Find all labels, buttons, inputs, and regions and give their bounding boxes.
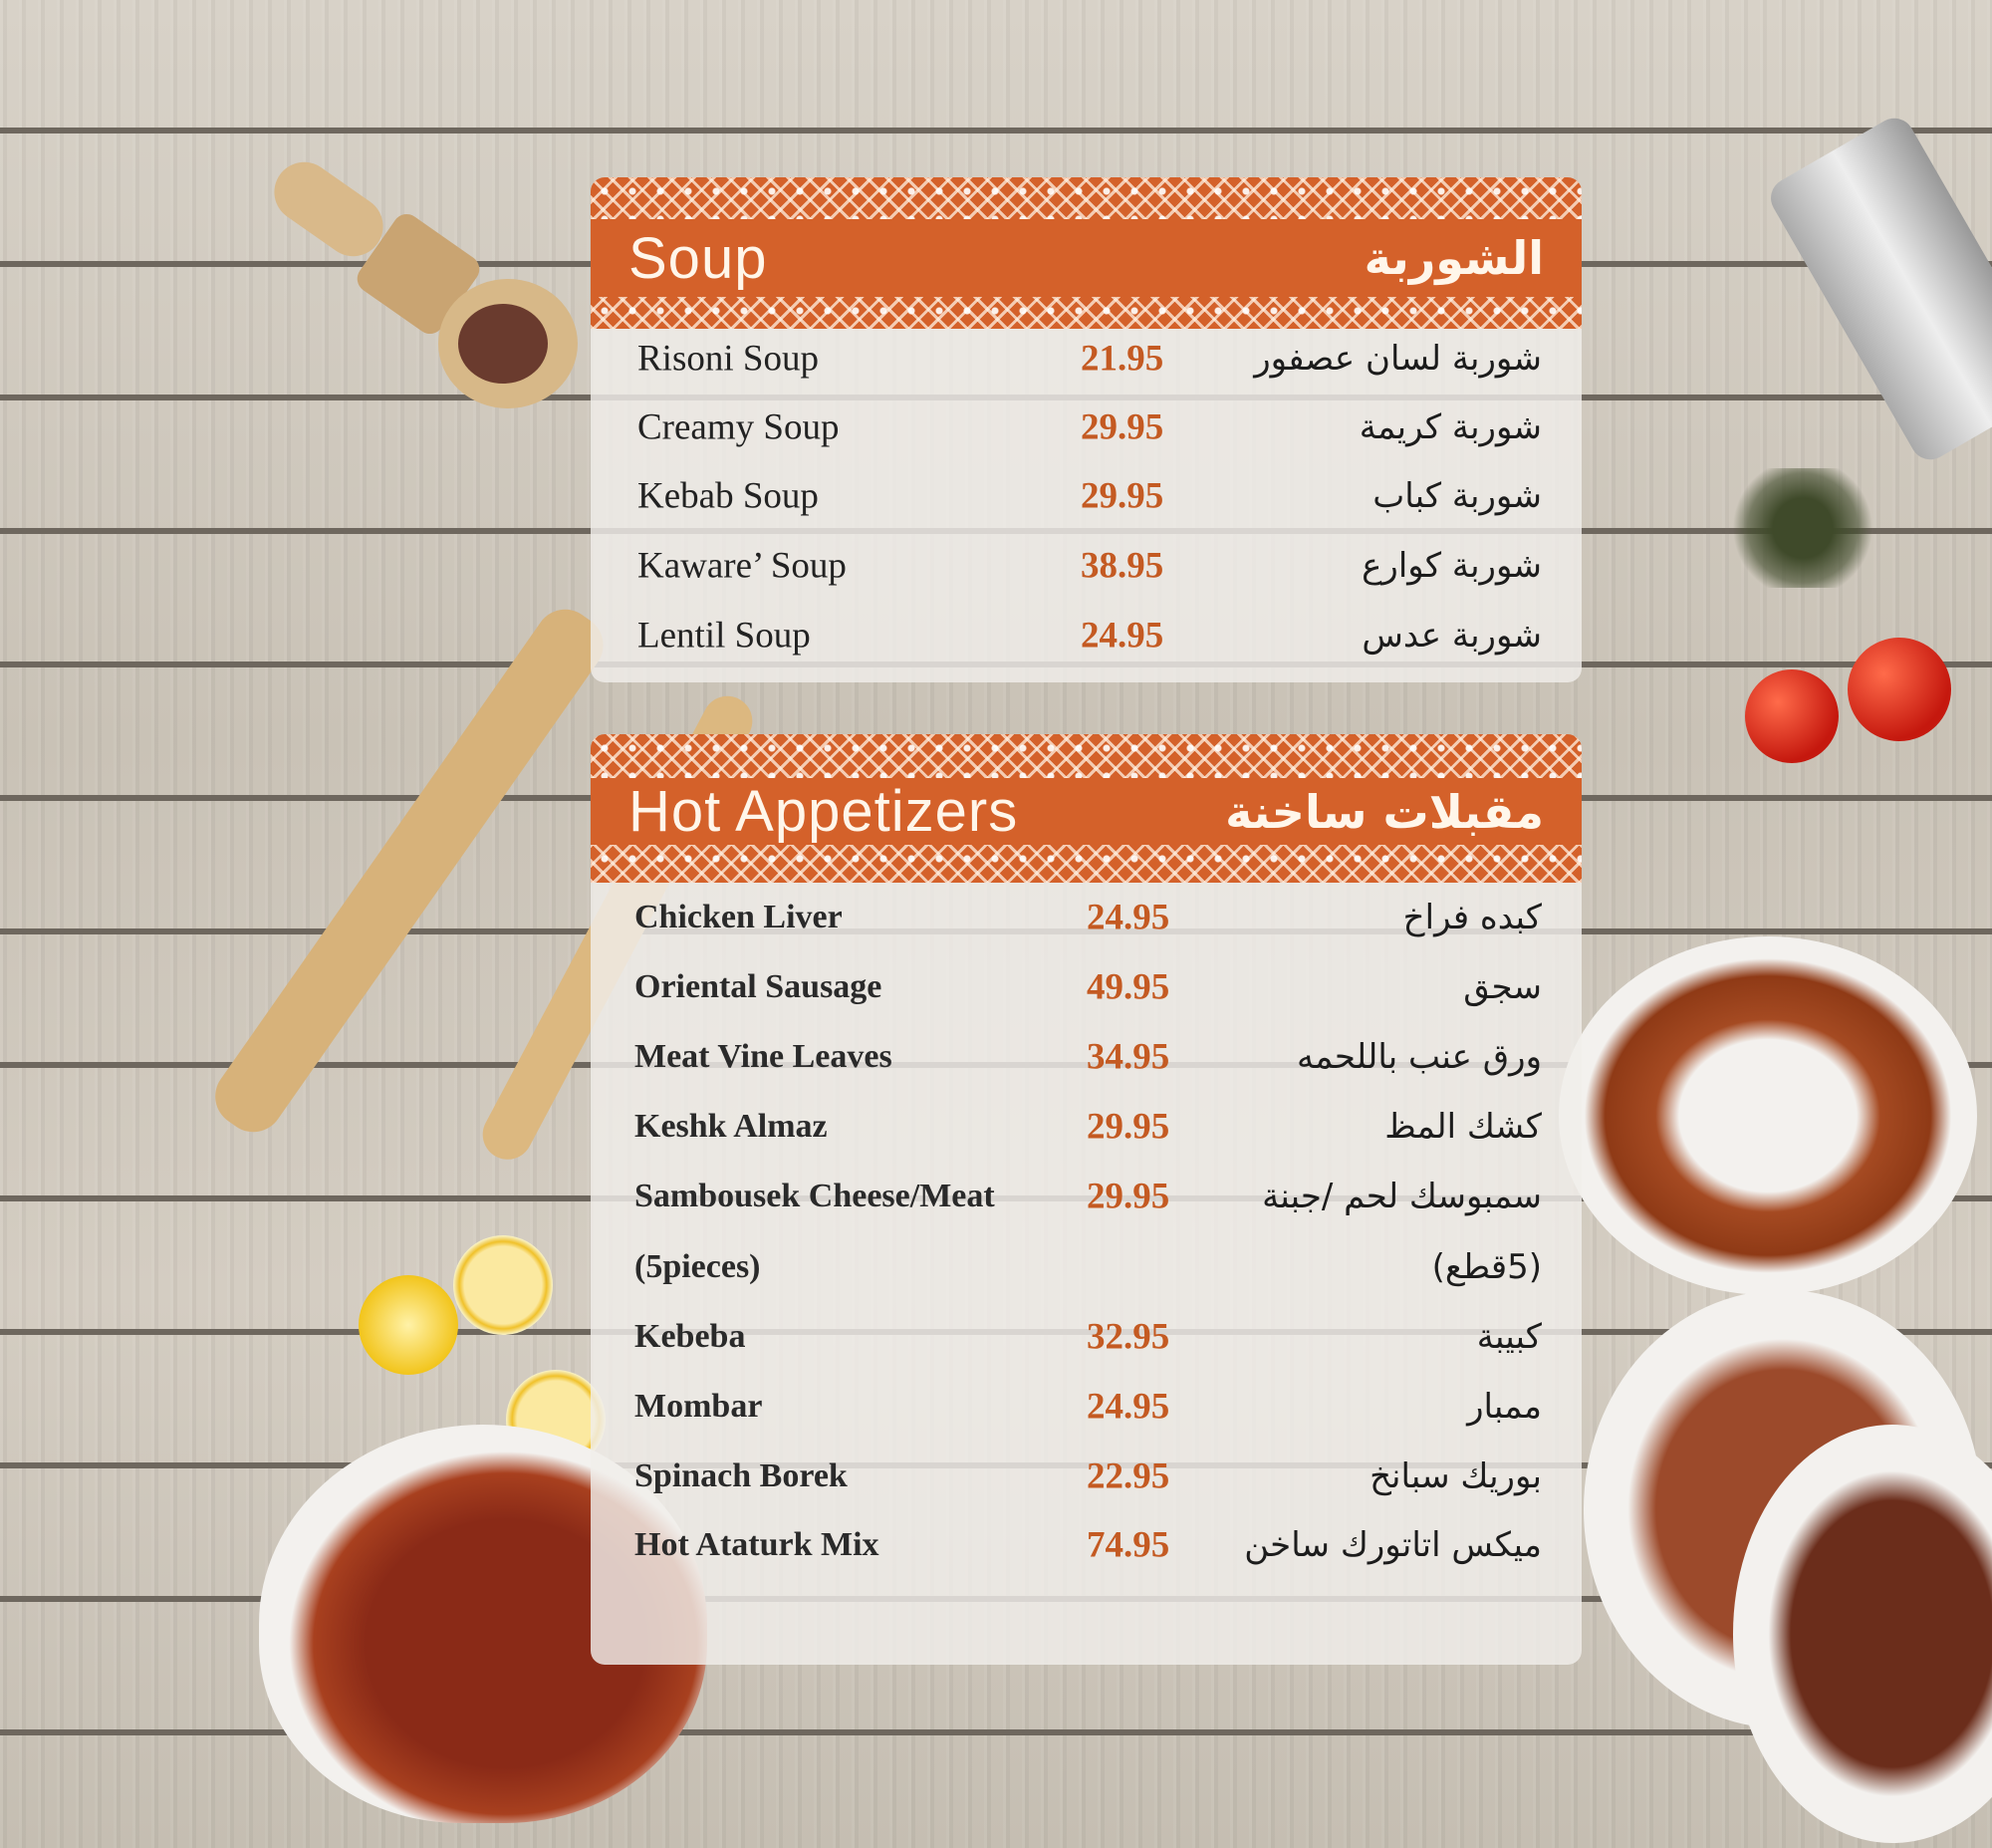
menu-item: Mombar 24.95 ممبار: [591, 1372, 1582, 1442]
menu-item: Kebab Soup 29.95 شوربة كباب: [591, 461, 1582, 531]
ornament-border: [591, 734, 1582, 778]
tomato-image: [1745, 669, 1839, 763]
section-title-en: Hot Appetizers: [628, 779, 1019, 844]
item-name-ar: شوربة كوارع: [1362, 546, 1542, 586]
menu-item: Kebeba 32.95 كبيبة: [591, 1302, 1582, 1372]
item-price: 38.95: [1081, 545, 1164, 587]
ornament-border: [591, 845, 1582, 883]
item-name-ar: شوربة كباب: [1372, 476, 1542, 516]
item-name-ar: شوربة كريمة: [1359, 407, 1542, 447]
menu-item: Risoni Soup 21.95 شوربة لسان عصفور: [591, 324, 1582, 394]
item-name: Chicken Liver: [634, 899, 843, 935]
ornament-border: [591, 297, 1582, 329]
section-title-en: Soup: [628, 225, 768, 291]
menu-item: Kaware’ Soup 38.95 شوربة كوارع: [591, 531, 1582, 601]
item-name-ar: ميكس اتاتورك ساخن: [1244, 1525, 1542, 1565]
item-name: Risoni Soup: [637, 338, 819, 380]
item-name-ar: (5قطع): [1431, 1247, 1542, 1287]
item-name-ar: سمبوسك لحم /جبنة: [1262, 1177, 1542, 1216]
wooden-scoop-image: [262, 150, 588, 428]
item-name: Spinach Borek: [634, 1457, 848, 1494]
menu-item: Sambousek Cheese/Meat 29.95 سمبوسك لحم /جب…: [591, 1162, 1582, 1231]
item-name-ar: ورق عنب باللحمه: [1296, 1037, 1542, 1077]
menu-item: Keshk Almaz 29.95 كشك المظ: [591, 1092, 1582, 1162]
item-price: 24.95: [1087, 1386, 1170, 1428]
menu-item: Spinach Borek 22.95 بوريك سبانخ: [591, 1442, 1582, 1511]
section-header: Hot Appetizers مقبلات ساخنة: [591, 778, 1582, 845]
kibbeh-dish-image: [1559, 936, 1977, 1295]
menu-item: Oriental Sausage 49.95 سجق: [591, 952, 1582, 1022]
menu-item: Hot Ataturk Mix 74.95 ميكس اتاتورك ساخن: [591, 1510, 1582, 1580]
item-name: Kebeba: [634, 1318, 746, 1355]
item-name: Keshk Almaz: [634, 1108, 828, 1145]
item-name: Mombar: [634, 1388, 763, 1425]
stew-dish-image: [1733, 1425, 1992, 1843]
section-title-ar: الشوربة: [1364, 231, 1544, 285]
item-price: 34.95: [1087, 1036, 1170, 1078]
item-name: Lentil Soup: [637, 615, 811, 657]
item-price: 29.95: [1087, 1106, 1170, 1148]
item-name: Meat Vine Leaves: [634, 1038, 892, 1075]
menu-item: Lentil Soup 24.95 شوربة عدس: [591, 601, 1582, 670]
item-price: 32.95: [1087, 1316, 1170, 1358]
item-name: Kaware’ Soup: [637, 545, 847, 587]
item-price: 29.95: [1087, 1176, 1170, 1217]
item-name-ar: شوربة عدس: [1362, 616, 1542, 656]
item-price: 29.95: [1081, 475, 1164, 517]
item-name: Sambousek Cheese/Meat: [634, 1178, 995, 1214]
herbs-image: [1723, 468, 1882, 588]
section-title-ar: مقبلات ساخنة: [1225, 784, 1544, 839]
item-price: 29.95: [1081, 406, 1164, 448]
menu-item: Creamy Soup 29.95 شوربة كريمة: [591, 393, 1582, 462]
item-name-ar: سجق: [1463, 967, 1542, 1007]
tomato-image: [1848, 638, 1951, 741]
item-name: Kebab Soup: [637, 475, 819, 517]
menu-item: Chicken Liver 24.95 كبده فراخ: [591, 883, 1582, 952]
item-price: 24.95: [1081, 615, 1164, 657]
item-name-ar: بوريك سبانخ: [1370, 1456, 1542, 1496]
section-header: Soup الشوربة: [591, 219, 1582, 297]
item-name: (5pieces): [634, 1248, 761, 1285]
item-name-ar: كبده فراخ: [1402, 898, 1542, 937]
item-name-ar: كشك المظ: [1384, 1107, 1542, 1147]
soup-section: Soup الشوربة Risoni Soup 21.95 شوربة لسان …: [591, 177, 1582, 682]
lemon-slice-image: [453, 1235, 553, 1335]
menu-item-continuation: (5pieces) (5قطع): [591, 1232, 1582, 1302]
item-name: Oriental Sausage: [634, 968, 882, 1005]
item-name-ar: ممبار: [1467, 1387, 1542, 1427]
item-name-ar: كبيبة: [1476, 1317, 1542, 1357]
ornament-border: [591, 177, 1582, 219]
item-price: 21.95: [1081, 338, 1164, 380]
hot-appetizers-section: Hot Appetizers مقبلات ساخنة Chicken Live…: [591, 734, 1582, 1665]
item-price: 74.95: [1087, 1524, 1170, 1566]
item-price: 49.95: [1087, 966, 1170, 1008]
lemon-image: [359, 1275, 458, 1375]
item-price: 22.95: [1087, 1455, 1170, 1497]
item-name: Hot Ataturk Mix: [634, 1526, 879, 1563]
item-name: Creamy Soup: [637, 406, 840, 448]
item-price: 24.95: [1087, 897, 1170, 938]
item-name-ar: شوربة لسان عصفور: [1254, 339, 1542, 379]
menu-item: Meat Vine Leaves 34.95 ورق عنب باللحمه: [591, 1022, 1582, 1092]
